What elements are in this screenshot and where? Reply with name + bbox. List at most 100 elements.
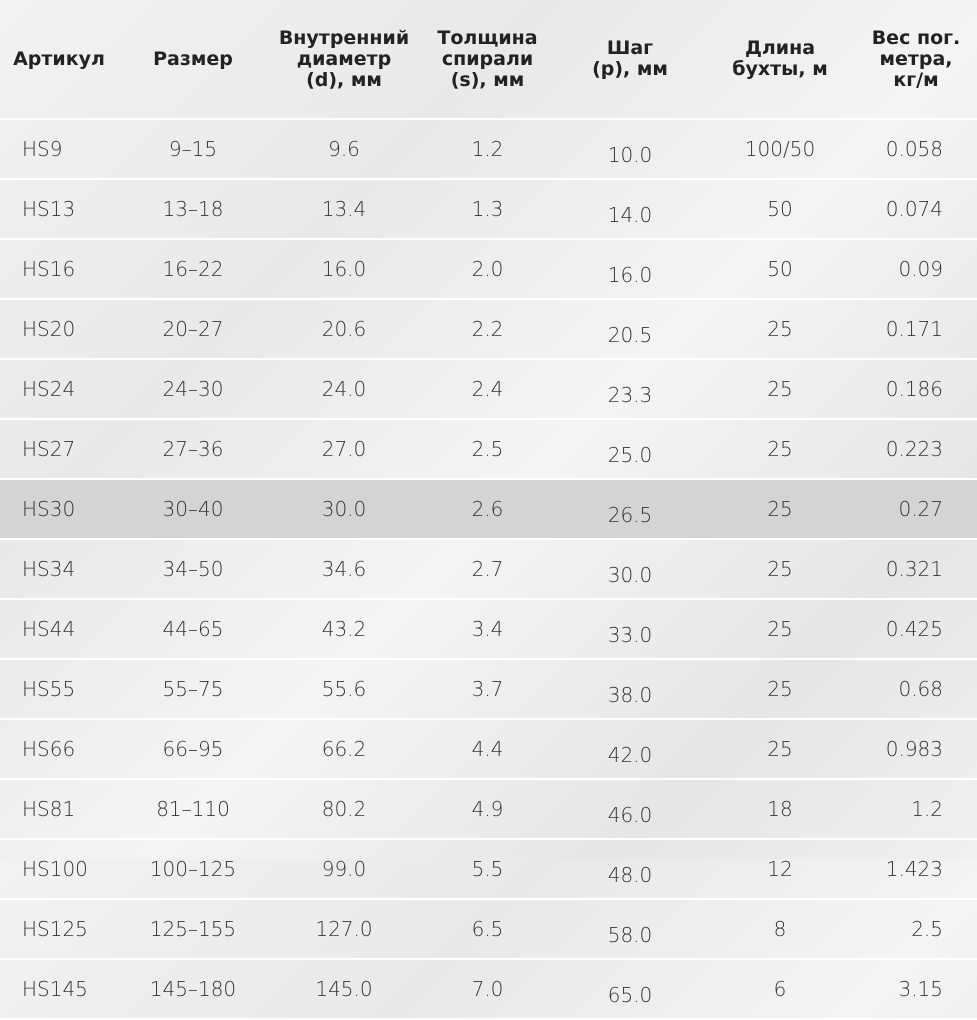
table-cell: 24.0 — [268, 359, 420, 420]
table-cell: 43.2 — [268, 599, 420, 660]
table-cell: 25 — [705, 419, 855, 480]
table-cell: 34–50 — [118, 539, 268, 600]
column-header: Артикул — [0, 0, 118, 120]
table-cell: HS20 — [0, 299, 118, 360]
table-cell: 0.983 — [855, 719, 977, 780]
header-line: Размер — [153, 47, 233, 70]
table-cell: 46.0 — [555, 779, 705, 840]
table-cell: 2.7 — [420, 539, 555, 600]
table-cell: 13.4 — [268, 179, 420, 240]
table-cell: 34.6 — [268, 539, 420, 600]
table-row: HS125 125–155 127.0 6.5 58.0 8 2.5 — [0, 899, 977, 960]
table-cell: 24–30 — [118, 359, 268, 420]
header-line: Артикул — [13, 47, 105, 70]
table-row: HS27 27–36 27.0 2.5 25.0 25 0.223 — [0, 419, 977, 480]
table-cell: 3.15 — [855, 959, 977, 1020]
header-line: Внутренний — [278, 26, 410, 49]
table-cell: 42.0 — [555, 719, 705, 780]
table-row: HS16 16–22 16.0 2.0 16.0 50 0.09 — [0, 239, 977, 300]
table-cell: 55.6 — [268, 659, 420, 720]
column-header: Длина бухты, м — [705, 0, 855, 120]
table-cell: HS81 — [0, 779, 118, 840]
table-cell: HS66 — [0, 719, 118, 780]
header-line: (d), мм — [306, 68, 382, 91]
table-cell: 20–27 — [118, 299, 268, 360]
table-cell: 20.5 — [555, 299, 705, 360]
table-cell: 10.0 — [555, 119, 705, 180]
table-cell: HS145 — [0, 959, 118, 1020]
table-cell: 25 — [705, 599, 855, 660]
table-cell: 30.0 — [268, 479, 420, 540]
table-cell: 8 — [705, 899, 855, 960]
header-line: метра, — [879, 47, 953, 70]
header-row: Артикул Размер Внутренний диаметр (d), мм Тол… — [0, 0, 977, 120]
header-line: кг/м — [893, 68, 939, 91]
table-cell: 66–95 — [118, 719, 268, 780]
table-cell: 2.5 — [855, 899, 977, 960]
table-cell: 0.68 — [855, 659, 977, 720]
table-cell: 0.321 — [855, 539, 977, 600]
table-cell: 5.5 — [420, 839, 555, 900]
table-cell: HS55 — [0, 659, 118, 720]
table-cell: 2.6 — [420, 479, 555, 540]
table-cell: 0.074 — [855, 179, 977, 240]
table-cell: 2.0 — [420, 239, 555, 300]
table-cell: 145–180 — [118, 959, 268, 1020]
table-cell: HS9 — [0, 119, 118, 180]
table-cell: 50 — [705, 179, 855, 240]
table-row: HS30 30–40 30.0 2.6 26.5 25 0.27 — [0, 479, 977, 540]
table-cell: HS125 — [0, 899, 118, 960]
table-cell: 27.0 — [268, 419, 420, 480]
table-cell: 0.058 — [855, 119, 977, 180]
table-row: HS55 55–75 55.6 3.7 38.0 25 0.68 — [0, 659, 977, 720]
table-cell: 0.09 — [855, 239, 977, 300]
header-line: спирали — [441, 47, 534, 70]
table-cell: 16.0 — [555, 239, 705, 300]
table-cell: HS16 — [0, 239, 118, 300]
table-cell: 1.2 — [420, 119, 555, 180]
table-cell: 20.6 — [268, 299, 420, 360]
table-cell: 80.2 — [268, 779, 420, 840]
table-cell: 50 — [705, 239, 855, 300]
table-cell: 25 — [705, 479, 855, 540]
table-cell: 2.2 — [420, 299, 555, 360]
header-line: Шаг — [606, 37, 654, 59]
table-cell: 6.5 — [420, 899, 555, 960]
table-cell: 0.186 — [855, 359, 977, 420]
column-header: Внутренний диаметр (d), мм — [268, 0, 420, 120]
table-cell: 44–65 — [118, 599, 268, 660]
column-header: Толщина спирали (s), мм — [420, 0, 555, 120]
table-cell: 2.4 — [420, 359, 555, 420]
table-cell: 3.4 — [420, 599, 555, 660]
table-cell: 58.0 — [555, 899, 705, 960]
table-row: HS24 24–30 24.0 2.4 23.3 25 0.186 — [0, 359, 977, 420]
table-cell: 100/50 — [705, 119, 855, 180]
table-cell: HS24 — [0, 359, 118, 420]
table-row: HS9 9–15 9.6 1.2 10.0 100/50 0.058 — [0, 119, 977, 180]
table-cell: 81–110 — [118, 779, 268, 840]
table-cell: HS30 — [0, 479, 118, 540]
column-header: Вес пог. метра, кг/м — [855, 0, 977, 120]
table-row: HS13 13–18 13.4 1.3 14.0 50 0.074 — [0, 179, 977, 240]
table-cell: 30–40 — [118, 479, 268, 540]
column-header: Шаг (p), мм — [555, 0, 705, 120]
table-cell: HS44 — [0, 599, 118, 660]
table-cell: 25 — [705, 539, 855, 600]
table-cell: 4.4 — [420, 719, 555, 780]
table-cell: 9–15 — [118, 119, 268, 180]
header-line: Вес пог. — [871, 26, 961, 49]
table-cell: 13–18 — [118, 179, 268, 240]
table-cell: 25 — [705, 359, 855, 420]
table-cell: 55–75 — [118, 659, 268, 720]
table-cell: 26.5 — [555, 479, 705, 540]
header-line: (p), мм — [592, 58, 668, 80]
table-row: HS145 145–180 145.0 7.0 65.0 6 3.15 — [0, 959, 977, 1020]
table-cell: 1.2 — [855, 779, 977, 840]
table-cell: 38.0 — [555, 659, 705, 720]
table-cell: HS27 — [0, 419, 118, 480]
table-row: HS100 100–125 99.0 5.5 48.0 12 1.423 — [0, 839, 977, 900]
table-cell: 6 — [705, 959, 855, 1020]
header-line: (s), мм — [450, 68, 525, 91]
table-cell: 1.3 — [420, 179, 555, 240]
header-line: Длина — [744, 37, 816, 59]
